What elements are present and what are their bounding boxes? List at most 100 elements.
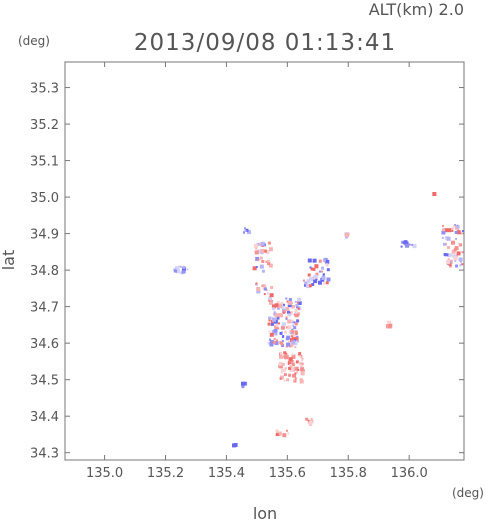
echo-point — [270, 286, 274, 289]
y-tick-label: 35.1 — [30, 155, 59, 170]
echo-point — [293, 379, 296, 382]
altitude-label: ALT(km) 2.0 — [369, 0, 464, 19]
echo-point — [290, 366, 293, 368]
echo-point — [255, 248, 258, 251]
echo-point — [313, 277, 316, 280]
echo-point — [453, 256, 458, 261]
echo-point — [287, 432, 290, 435]
echo-point — [289, 345, 292, 348]
echo-point — [276, 316, 280, 320]
echo-point — [263, 249, 267, 253]
echo-point — [307, 273, 311, 277]
echo-point — [267, 341, 271, 345]
echo-point — [275, 324, 279, 328]
echo-point — [272, 340, 276, 344]
echo-point — [288, 300, 292, 305]
echo-point — [282, 311, 285, 314]
y-axis-label: lat — [0, 250, 18, 271]
echo-point — [297, 306, 300, 309]
echo-point — [278, 361, 283, 366]
echo-point — [274, 332, 278, 336]
echo-point — [319, 270, 321, 273]
echo-point — [281, 340, 284, 342]
y-tick-label: 34.6 — [30, 337, 59, 352]
echo-point — [259, 264, 264, 269]
echo-point — [278, 303, 282, 308]
echo-point — [300, 356, 303, 358]
echo-point — [309, 277, 313, 282]
y-unit-label: (deg) — [18, 34, 50, 48]
echo-point — [451, 249, 456, 254]
echo-point — [265, 260, 268, 263]
x-tick-label: 135.4 — [208, 466, 245, 481]
echo-point — [232, 443, 236, 448]
echo-point — [278, 322, 280, 325]
y-tick-label: 35.3 — [30, 82, 59, 97]
echo-point — [318, 280, 322, 285]
echo-point — [288, 298, 292, 301]
echo-point — [412, 244, 417, 249]
echo-point — [286, 378, 290, 382]
echo-point — [301, 362, 304, 365]
echo-point — [182, 265, 186, 269]
echo-point — [302, 279, 305, 282]
echo-point — [269, 338, 271, 341]
echo-point — [456, 225, 460, 229]
echo-point — [282, 335, 285, 337]
echo-point — [290, 338, 294, 342]
echo-point — [257, 259, 260, 262]
echo-point — [268, 330, 271, 333]
echo-point — [261, 260, 265, 263]
echo-point — [282, 433, 287, 438]
echo-point — [285, 316, 288, 319]
echo-point — [267, 262, 270, 266]
echo-point — [446, 236, 451, 241]
echo-point — [292, 324, 295, 327]
echo-point — [293, 341, 298, 346]
echo-point — [291, 340, 296, 345]
echo-point — [175, 269, 180, 274]
echo-point — [284, 330, 288, 334]
y-tick-label: 34.4 — [30, 410, 59, 425]
echo-point — [270, 322, 274, 326]
echo-point — [283, 351, 287, 355]
echo-point — [174, 269, 177, 273]
echo-point — [326, 277, 331, 282]
chart-title: 2013/09/08 01:13:41 — [134, 30, 396, 56]
echo-point — [255, 282, 258, 285]
echo-point — [296, 306, 298, 309]
echo-point — [272, 307, 276, 311]
echo-point — [285, 307, 290, 311]
echo-point — [268, 319, 271, 322]
echo-point — [268, 297, 272, 301]
y-tick-label: 34.8 — [30, 264, 59, 279]
echo-point — [318, 259, 322, 263]
echo-point — [294, 330, 298, 334]
echo-point — [308, 284, 312, 288]
echo-point — [310, 267, 314, 271]
echo-point — [291, 321, 294, 324]
echo-point — [311, 283, 315, 286]
echo-point — [287, 303, 292, 308]
echo-point — [186, 268, 189, 271]
echo-point — [291, 354, 296, 359]
echo-point — [456, 251, 461, 256]
echo-point — [325, 263, 329, 267]
echo-point — [275, 433, 279, 437]
echo-point — [255, 256, 260, 261]
echo-point — [292, 373, 297, 378]
echo-point — [446, 260, 451, 265]
echo-point — [296, 335, 299, 338]
echo-point — [296, 340, 299, 343]
echo-point — [278, 354, 283, 359]
echo-point — [243, 231, 246, 234]
echo-point — [432, 192, 437, 196]
echo-point — [445, 253, 449, 257]
echo-point — [442, 228, 445, 232]
echo-point — [387, 320, 392, 325]
echo-point — [289, 364, 292, 367]
echo-point — [274, 341, 279, 346]
echo-point — [267, 322, 271, 326]
echo-point — [174, 266, 179, 271]
echo-point — [179, 265, 182, 268]
